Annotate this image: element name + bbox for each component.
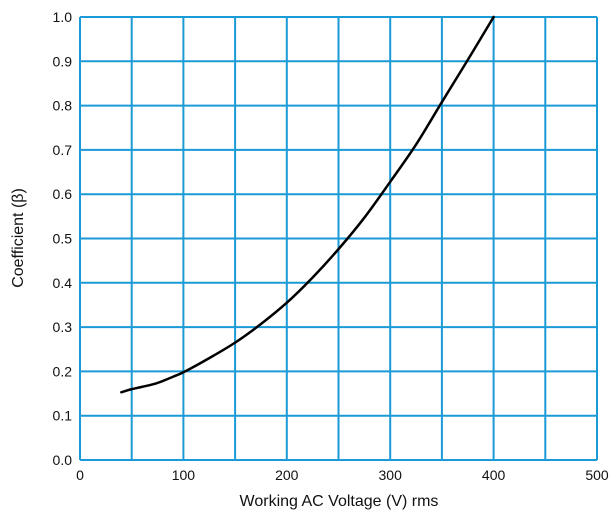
y-tick-label: 0.1	[53, 408, 73, 424]
y-tick-label: 1.0	[53, 9, 73, 25]
series-line	[120, 15, 495, 394]
x-tick-label: 100	[172, 467, 196, 483]
y-tick-labels: 0.0 0.1 0.2 0.3 0.4 0.5 0.6 0.7 0.8 0.9 1.0	[53, 9, 73, 468]
y-tick-label: 0.4	[53, 275, 73, 291]
x-tick-labels: 0 100 200 300 400 500	[76, 467, 609, 483]
series-layer	[120, 15, 495, 394]
x-tick-label: 400	[482, 467, 506, 483]
x-tick-label: 300	[379, 467, 403, 483]
y-tick-label: 0.6	[53, 186, 73, 202]
y-tick-label: 0.3	[53, 319, 73, 335]
y-axis-title: Coefficient (β)	[10, 188, 27, 288]
y-tick-label: 0.7	[53, 142, 73, 158]
y-tick-label: 0.5	[53, 231, 73, 247]
y-tick-label: 0.9	[53, 53, 73, 69]
x-tick-label: 200	[275, 467, 299, 483]
y-tick-label: 0.8	[53, 98, 73, 114]
x-axis-title: Working AC Voltage (V) rms	[240, 493, 439, 510]
grid	[79, 16, 598, 461]
y-tick-label: 0.2	[53, 363, 73, 379]
x-tick-label: 500	[585, 467, 609, 483]
x-tick-label: 0	[76, 467, 84, 483]
y-tick-label: 0.0	[53, 452, 73, 468]
